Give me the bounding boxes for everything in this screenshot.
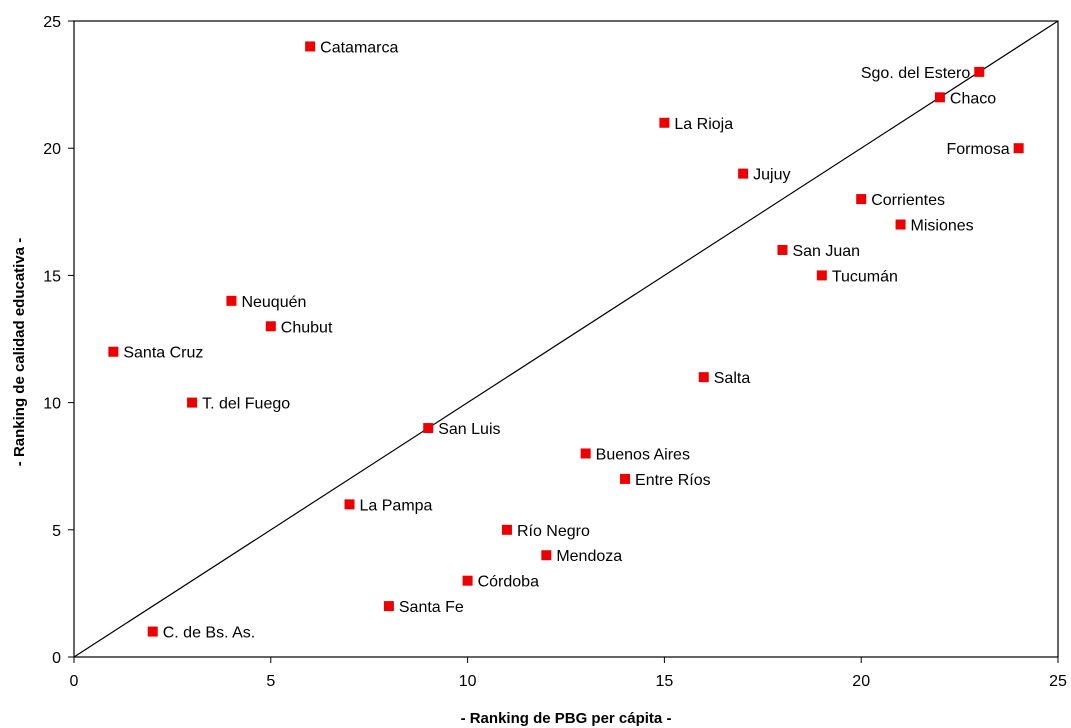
x-tick-label: 5 — [266, 673, 275, 690]
y-tick-label: 20 — [43, 141, 61, 158]
x-tick-label: 0 — [70, 673, 79, 690]
point-labels: Catamarca Sgo. del Estero Chaco La Rioja For… — [123, 39, 1009, 641]
data-label: Sgo. del Estero — [861, 65, 971, 82]
data-point — [187, 397, 198, 408]
data-point — [423, 423, 434, 434]
data-point — [895, 219, 906, 230]
data-label: Chaco — [950, 90, 996, 107]
data-point — [777, 244, 788, 255]
x-tick-label: 15 — [656, 673, 674, 690]
data-label: La Rioja — [674, 116, 733, 133]
data-label: Mendoza — [556, 548, 622, 565]
x-tick-label: 10 — [459, 673, 477, 690]
data-point — [698, 372, 709, 383]
data-label: Córdoba — [478, 574, 539, 591]
data-label: La Pampa — [360, 497, 433, 514]
data-point — [305, 41, 316, 52]
data-point — [541, 550, 552, 561]
diagonal-reference-line — [73, 20, 1059, 658]
data-label: C. de Bs. As. — [163, 625, 255, 642]
data-label: Formosa — [947, 141, 1010, 158]
data-point — [108, 346, 119, 357]
data-point — [856, 194, 867, 205]
y-tick-label: 25 — [43, 14, 61, 31]
data-point — [934, 92, 945, 103]
y-axis-title: - Ranking de calidad educativa - — [11, 238, 28, 466]
data-label: Salta — [714, 370, 751, 387]
data-point — [974, 66, 985, 77]
data-label: Catamarca — [320, 39, 398, 56]
data-point — [147, 626, 158, 637]
data-point — [462, 575, 473, 586]
data-point — [738, 168, 749, 179]
data-label: Buenos Aires — [596, 446, 690, 463]
data-label: Neuquén — [241, 294, 306, 311]
data-label: Entre Ríos — [635, 472, 711, 489]
axis-ticks: 0 5 10 15 20 25 0 5 10 15 20 25 — [43, 14, 1067, 690]
data-point — [659, 117, 670, 128]
data-point — [816, 270, 827, 281]
y-tick-label: 5 — [52, 523, 61, 540]
data-label: Santa Fe — [399, 599, 464, 616]
data-point — [226, 295, 237, 306]
data-points — [108, 41, 1024, 637]
plot-border — [73, 20, 1059, 658]
data-point — [501, 524, 512, 535]
y-tick-label: 0 — [52, 650, 61, 667]
data-label: Jujuy — [753, 167, 790, 184]
data-point — [265, 321, 276, 332]
data-label: San Juan — [792, 243, 860, 260]
data-label: Santa Cruz — [123, 345, 203, 362]
reference-line-group — [73, 20, 1059, 658]
data-label: Río Negro — [517, 523, 590, 540]
x-axis-title: - Ranking de PBG per cápita - — [461, 710, 672, 727]
data-label: San Luis — [438, 421, 500, 438]
data-label: Tucumán — [832, 268, 898, 285]
data-point — [620, 473, 631, 484]
data-label: Chubut — [281, 319, 333, 336]
data-label: Corrientes — [871, 192, 945, 209]
x-tick-label: 20 — [852, 673, 870, 690]
x-tick-label: 25 — [1049, 673, 1067, 690]
plot-area — [73, 20, 1059, 658]
data-label: T. del Fuego — [202, 396, 290, 413]
data-label: Misiones — [911, 218, 974, 235]
data-point — [344, 499, 355, 510]
data-point — [1013, 143, 1024, 154]
y-tick-label: 10 — [43, 396, 61, 413]
data-point — [580, 448, 591, 459]
y-tick-label: 15 — [43, 268, 61, 285]
data-point — [383, 601, 394, 612]
